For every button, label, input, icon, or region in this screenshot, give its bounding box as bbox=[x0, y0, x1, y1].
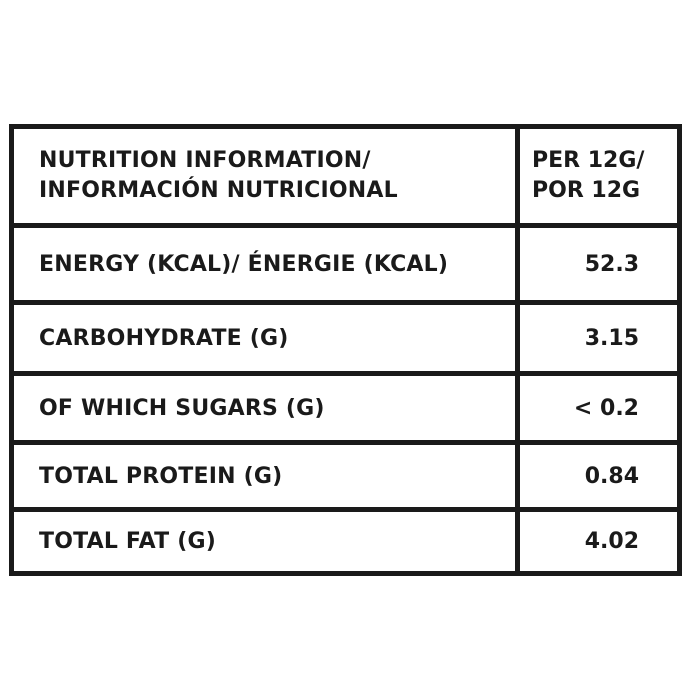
row-value: 3.15 bbox=[584, 325, 639, 351]
header-label-line1: NUTRITION INFORMATION/ bbox=[39, 148, 371, 173]
column-divider bbox=[515, 129, 520, 571]
row-label: ENERGY (KCAL)/ ÉNERGIE (KCAL) bbox=[39, 251, 449, 277]
header-row: NUTRITION INFORMATION/ INFORMACIÓN NUTRI… bbox=[14, 129, 677, 223]
nutrition-table: NUTRITION INFORMATION/ INFORMACIÓN NUTRI… bbox=[9, 124, 682, 576]
table-row: TOTAL FAT (G) 4.02 bbox=[14, 507, 677, 571]
row-value: 4.02 bbox=[584, 529, 639, 554]
row-value: < 0.2 bbox=[573, 395, 639, 421]
row-label: CARBOHYDRATE (G) bbox=[39, 325, 289, 351]
table-row: TOTAL PROTEIN (G) 0.84 bbox=[14, 440, 677, 507]
table-row: OF WHICH SUGARS (G) < 0.2 bbox=[14, 371, 677, 440]
header-label-line2: INFORMACIÓN NUTRICIONAL bbox=[39, 178, 398, 203]
row-value: 0.84 bbox=[584, 463, 639, 489]
header-value-line2: POR 12G bbox=[532, 178, 641, 203]
table-row: CARBOHYDRATE (G) 3.15 bbox=[14, 300, 677, 371]
header-label: NUTRITION INFORMATION/ INFORMACIÓN NUTRI… bbox=[39, 129, 398, 223]
header-value-line1: PER 12G/ bbox=[532, 148, 645, 173]
row-label: TOTAL FAT (G) bbox=[39, 529, 216, 554]
row-value: 52.3 bbox=[584, 251, 639, 277]
table-row: ENERGY (KCAL)/ ÉNERGIE (KCAL) 52.3 bbox=[14, 223, 677, 300]
row-label: TOTAL PROTEIN (G) bbox=[39, 463, 283, 489]
header-value: PER 12G/ POR 12G bbox=[532, 129, 644, 223]
row-label: OF WHICH SUGARS (G) bbox=[39, 395, 325, 421]
